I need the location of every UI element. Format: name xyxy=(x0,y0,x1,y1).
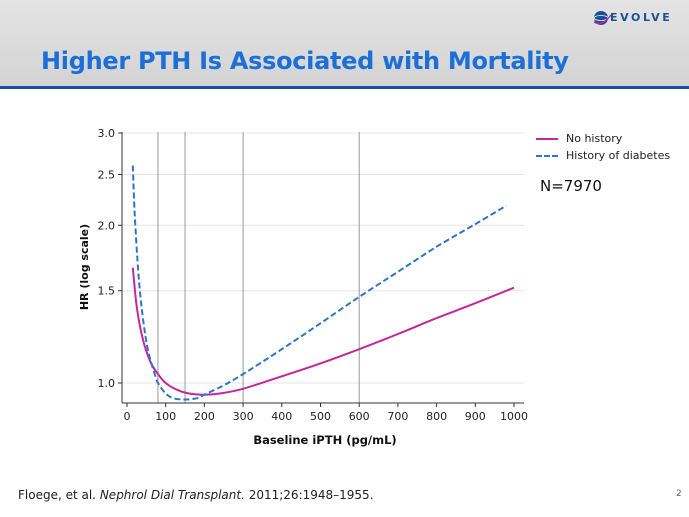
hr-chart: 1.0 1.5 2.0 2.5 3.0 0 100 200 300 400 500 600 700 800… xyxy=(78,127,529,447)
axes xyxy=(118,132,524,407)
y-tick-label: 3.0 xyxy=(98,127,116,140)
x-axis-label: Baseline iPTH (pg/mL) xyxy=(253,433,396,447)
series-line-no-history xyxy=(131,267,515,396)
series-layer xyxy=(131,165,515,401)
legend-item-no-history: No history xyxy=(536,130,670,147)
tick-labels: 1.0 1.5 2.0 2.5 3.0 0 100 200 300 400 500 600 700 800… xyxy=(98,127,529,423)
x-tick-label: 300 xyxy=(233,410,254,423)
header-rule xyxy=(0,86,689,89)
globe-icon xyxy=(593,11,612,25)
legend-swatch-solid xyxy=(536,137,558,140)
x-tick-label: 0 xyxy=(124,410,131,423)
header-band xyxy=(0,0,689,86)
citation-details: 2011;26:1948–1955. xyxy=(248,488,374,502)
evolve-logo: EVOLVE xyxy=(592,8,680,30)
series-line-diabetes xyxy=(131,165,507,401)
x-tick-label: 100 xyxy=(155,410,176,423)
legend-item-diabetes: History of diabetes xyxy=(536,147,670,164)
x-tick-label: 700 xyxy=(387,410,408,423)
citation-journal: Nephrol Dial Transplant. xyxy=(99,488,245,502)
y-tick-label: 1.5 xyxy=(98,285,116,298)
x-tick-label: 1000 xyxy=(500,410,528,423)
grid-layer xyxy=(122,132,524,384)
x-tick-label: 200 xyxy=(194,410,215,423)
sample-size-label: N=7970 xyxy=(540,177,602,195)
reference-lines xyxy=(157,132,360,403)
legend-label-no-history: No history xyxy=(566,132,623,145)
x-tick-label: 400 xyxy=(271,410,292,423)
x-tick-label: 800 xyxy=(426,410,447,423)
x-tick-label: 600 xyxy=(349,410,370,423)
slide-title: Higher PTH Is Associated with Mortality xyxy=(41,47,569,75)
y-tick-label: 2.5 xyxy=(98,168,116,181)
legend-swatch-dashed xyxy=(536,154,558,157)
y-tick-label: 2.0 xyxy=(98,219,116,232)
citation-authors: Floege, et al. xyxy=(18,488,96,502)
y-axis-label: HR (log scale) xyxy=(78,224,91,310)
y-tick-label: 1.0 xyxy=(98,377,116,390)
page-number: 2 xyxy=(676,489,682,499)
chart-legend: No history History of diabetes xyxy=(536,130,670,164)
x-tick-label: 900 xyxy=(465,410,486,423)
legend-label-diabetes: History of diabetes xyxy=(566,149,671,162)
logo-text: EVOLVE xyxy=(610,11,673,24)
citation: Floege, et al. Nephrol Dial Transplant. … xyxy=(18,488,374,502)
x-tick-label: 500 xyxy=(310,410,331,423)
